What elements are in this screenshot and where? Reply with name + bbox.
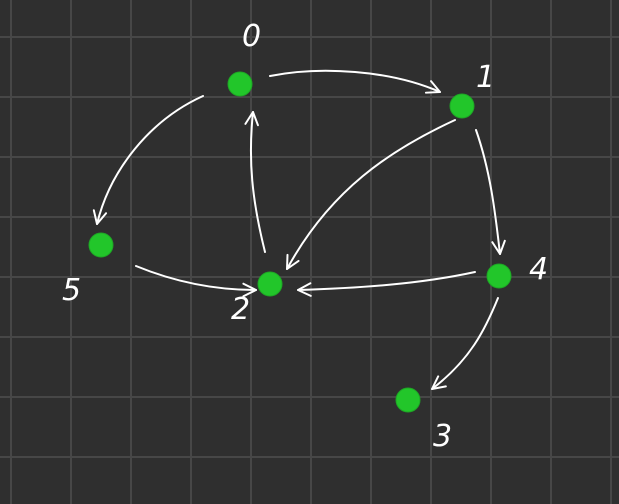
edge-1-2 — [286, 119, 456, 270]
edge-5-2 — [135, 265, 257, 298]
node-3[interactable] — [395, 387, 421, 413]
node-5[interactable] — [88, 232, 114, 258]
node-1[interactable] — [449, 93, 475, 119]
node-0[interactable] — [227, 71, 253, 97]
node-label-4: 4 — [529, 252, 548, 287]
node-label-3: 3 — [433, 419, 452, 454]
edge-4-2 — [297, 271, 476, 297]
edge-0-5 — [92, 95, 204, 225]
node-label-5: 5 — [62, 273, 81, 308]
labels: 0 1 2 3 4 5 — [62, 19, 548, 454]
node-4[interactable] — [486, 263, 512, 289]
edge-2-0 — [244, 111, 266, 253]
edge-4-3 — [431, 297, 499, 390]
node-label-0: 0 — [242, 19, 261, 54]
edges — [92, 69, 506, 390]
nodes — [88, 71, 512, 413]
edge-1-4 — [475, 129, 506, 255]
node-label-1: 1 — [476, 60, 495, 95]
node-2[interactable] — [257, 271, 283, 297]
node-label-2: 2 — [231, 292, 250, 327]
edge-0-1 — [269, 69, 441, 94]
